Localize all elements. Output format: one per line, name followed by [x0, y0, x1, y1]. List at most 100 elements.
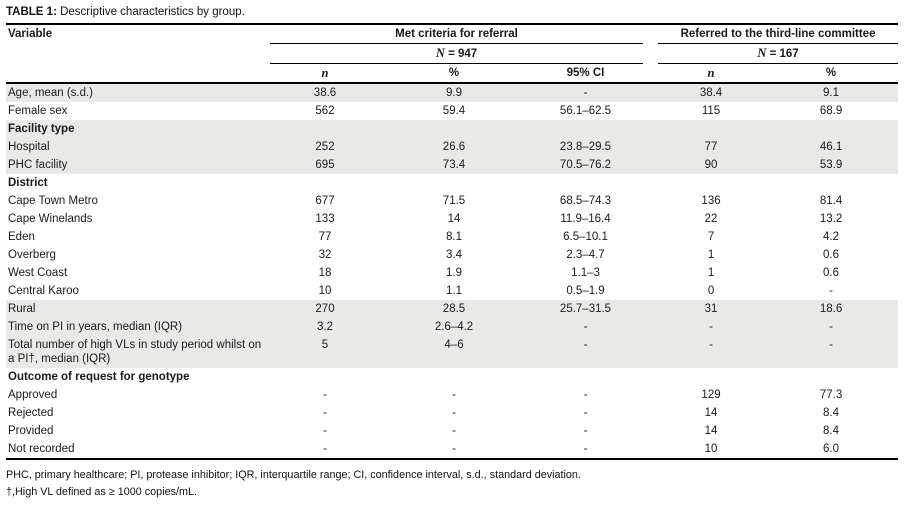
- cell-value: 0.6: [823, 267, 840, 279]
- cell-value: -: [323, 389, 327, 401]
- cell-value: 9.1: [764, 83, 899, 102]
- cell-value: 13.2: [819, 213, 843, 225]
- column-spacer: [643, 102, 658, 120]
- cell-value: [270, 174, 380, 192]
- cell-value: -: [452, 443, 456, 455]
- cell-value: 14: [704, 425, 718, 437]
- cell-value: [380, 368, 528, 386]
- cell-value: -: [764, 318, 899, 336]
- row-label: Time on PI in years, median (IQR): [6, 318, 270, 336]
- column-spacer: [643, 422, 658, 440]
- column-spacer: [643, 318, 659, 336]
- cell-value: -: [583, 443, 588, 455]
- row-label: Outcome of request for genotype: [8, 371, 190, 383]
- table-row: Age, mean (s.d.) 38.6 9.9-38.4 9.1: [6, 83, 899, 102]
- header-group-row: Variable Met criteria for referral Refer…: [6, 24, 899, 84]
- column-spacer: [643, 174, 658, 192]
- cell-value: 71.5: [442, 195, 466, 207]
- table-row: Eden 77 8.1 6.5–10.1 7 4.2: [6, 228, 898, 246]
- column-header-n-group2: n: [658, 63, 765, 84]
- table-row: Hospital 252 26.6 23.8–29.5 77 46.1: [6, 138, 899, 156]
- cell-value: 28.5: [380, 300, 528, 318]
- cell-value: -: [764, 336, 899, 368]
- cell-value: -: [452, 407, 456, 419]
- cell-value: 4–6: [380, 336, 528, 368]
- cell-value: 1.9: [446, 267, 462, 279]
- cell-value: -: [528, 336, 644, 368]
- table-row: Cape Winelands 133 14 11.9–16.4 22 13.2: [6, 210, 898, 228]
- column-spacer: [643, 120, 659, 138]
- cell-value: -: [528, 318, 644, 336]
- group2-sample-size: N = 167: [658, 43, 899, 64]
- column-header-ci-group1: 95% CI: [528, 63, 644, 84]
- column-header-pct-group2: %: [764, 63, 899, 84]
- table-title-text: Descriptive characteristics by group.: [56, 6, 245, 18]
- cell-value: -: [323, 443, 327, 455]
- row-label: Age, mean (s.d.): [6, 83, 270, 102]
- cell-value: 14: [447, 213, 461, 225]
- cell-value: -: [583, 389, 588, 401]
- cell-value: [764, 368, 898, 386]
- cell-value: 32: [318, 249, 332, 261]
- column-spacer: [643, 336, 659, 368]
- table-row: Female sex 562 59.4 56.1–62.5 115 68.9: [6, 102, 898, 120]
- cell-value: 90: [658, 156, 765, 174]
- cell-value: 695: [270, 156, 380, 174]
- cell-value: 9.9: [380, 83, 528, 102]
- cell-value: 1.1: [446, 285, 462, 297]
- column-header-variable: Variable: [6, 24, 270, 84]
- cell-value: [528, 174, 643, 192]
- footnote-high-vl-definition: †,High VL defined as ≥ 1000 copies/mL.: [6, 486, 197, 498]
- cell-value: [658, 368, 764, 386]
- cell-value: 68.9: [819, 105, 843, 117]
- cell-value: 11.9–16.4: [560, 213, 611, 225]
- cell-value: 56.1–62.5: [559, 105, 612, 117]
- row-label: Provided: [8, 425, 54, 437]
- row-label: Cape Town Metro: [8, 195, 98, 207]
- cell-value: 22: [704, 213, 718, 225]
- cell-value: -: [658, 318, 765, 336]
- column-header-pct-group1: %: [380, 63, 528, 84]
- table-row: Approved - - - 129 77.3: [6, 386, 898, 404]
- cell-value: 562: [315, 105, 335, 117]
- column-group-referred-committee: Referred to the third-line committee: [658, 24, 899, 44]
- header-n-row: N = 947 N = 167: [6, 43, 899, 64]
- table-row: Cape Town Metro 677 71.5 68.5–74.3 136 81.4: [6, 192, 898, 210]
- cell-value: 53.9: [764, 156, 899, 174]
- table-title: TABLE 1: Descriptive characteristics by …: [6, 5, 898, 20]
- footnotes: PHC, primary healthcare; PI, protease in…: [6, 467, 898, 501]
- table-header: Variable Met criteria for referral Refer…: [6, 24, 899, 84]
- cell-value: 1.1–3: [571, 267, 600, 279]
- cell-value: 3.4: [446, 249, 462, 261]
- cell-value: [658, 120, 765, 138]
- cell-value: 0.6: [823, 249, 840, 261]
- cell-value: 0.5–1.9: [566, 285, 605, 297]
- cell-value: -: [323, 407, 327, 419]
- row-label: Total number of high VLs in study period…: [6, 336, 270, 368]
- row-label: Approved: [8, 389, 58, 401]
- column-group-spacer: [643, 24, 659, 84]
- cell-value: 0: [707, 285, 715, 297]
- row-label: Rural: [6, 300, 270, 318]
- cell-value: 3.2: [270, 318, 380, 336]
- cell-value: 18.6: [764, 300, 899, 318]
- cell-value: [270, 368, 380, 386]
- cell-value: 31: [658, 300, 765, 318]
- cell-value: 38.6: [270, 83, 380, 102]
- group2-n-value: = 167: [766, 48, 799, 60]
- cell-value: 6.0: [823, 443, 840, 455]
- cell-value: 1: [707, 267, 715, 279]
- cell-value: 23.8–29.5: [528, 138, 644, 156]
- cell-value: -: [583, 407, 588, 419]
- cell-value: -: [323, 425, 327, 437]
- column-header-n-group1: n: [270, 63, 380, 84]
- cell-value: -: [829, 285, 833, 297]
- cell-value: 25.7–31.5: [528, 300, 644, 318]
- cell-value: 70.5–76.2: [528, 156, 644, 174]
- cell-value: [528, 368, 643, 386]
- cell-value: 270: [270, 300, 380, 318]
- cell-value: 133: [315, 213, 335, 225]
- row-label: West Coast: [8, 267, 68, 279]
- cell-value: [764, 174, 898, 192]
- cell-value: [764, 120, 899, 138]
